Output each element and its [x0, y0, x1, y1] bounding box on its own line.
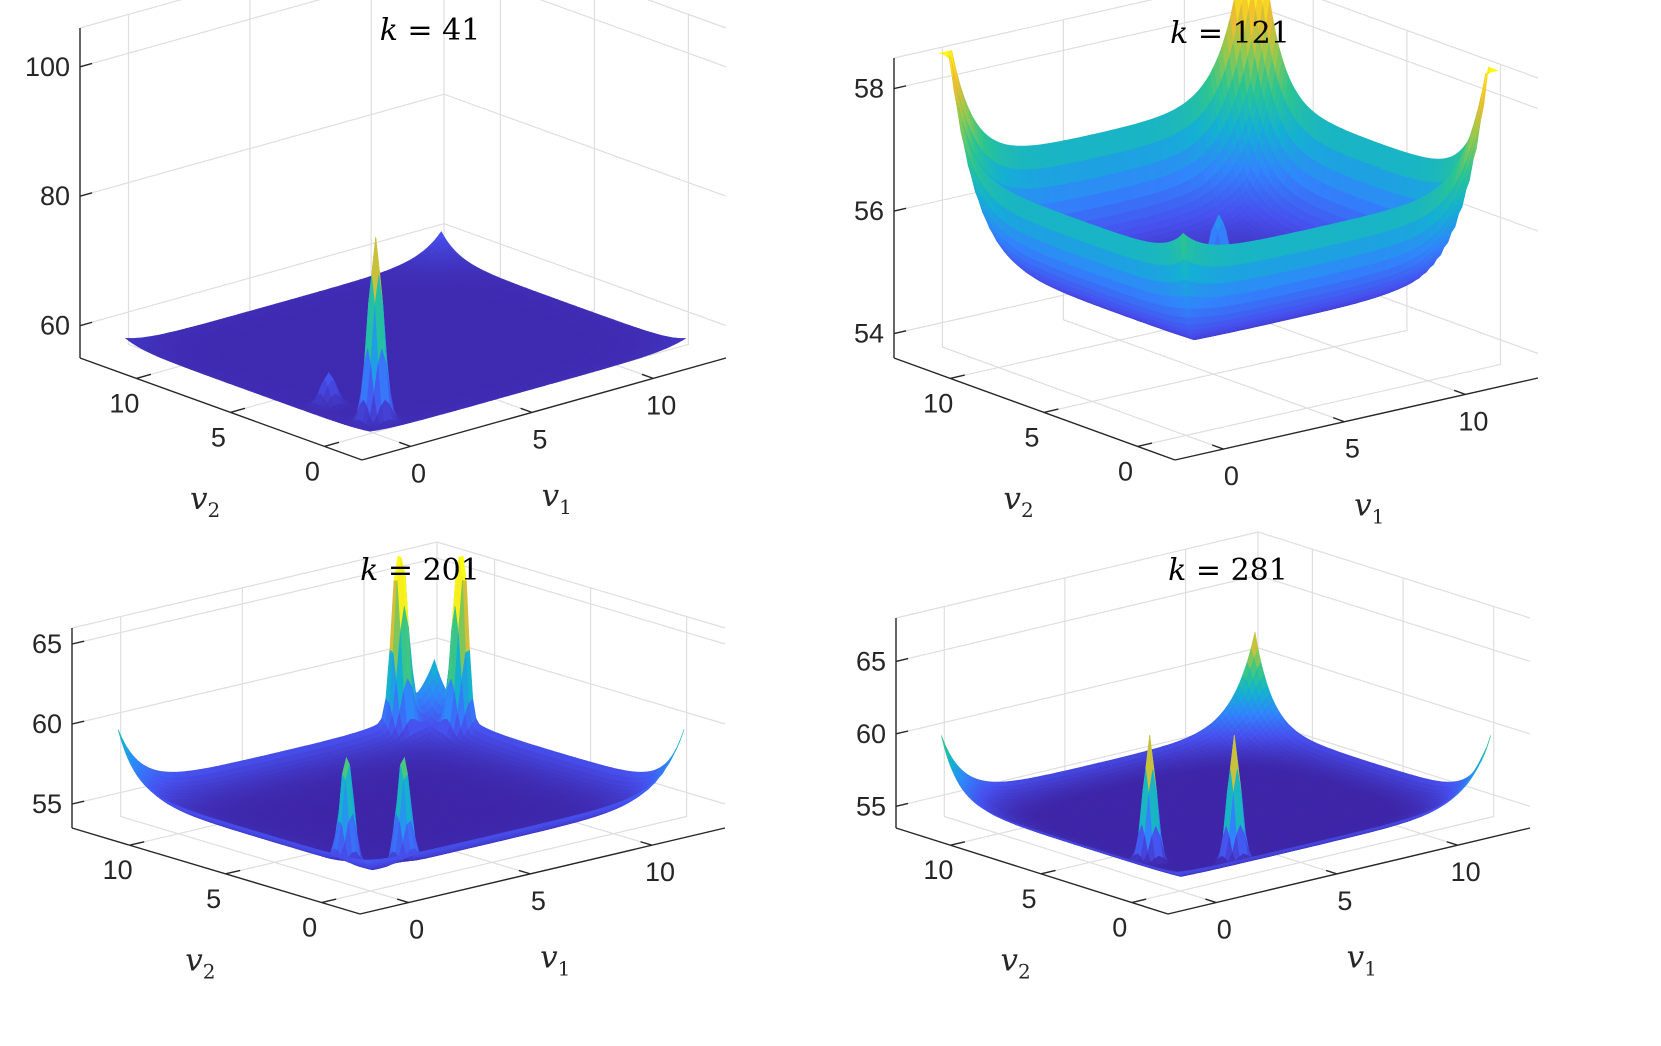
- grid-line-z: [79, 93, 727, 197]
- surface: [124, 231, 686, 432]
- grid-line-z: [79, 0, 727, 68]
